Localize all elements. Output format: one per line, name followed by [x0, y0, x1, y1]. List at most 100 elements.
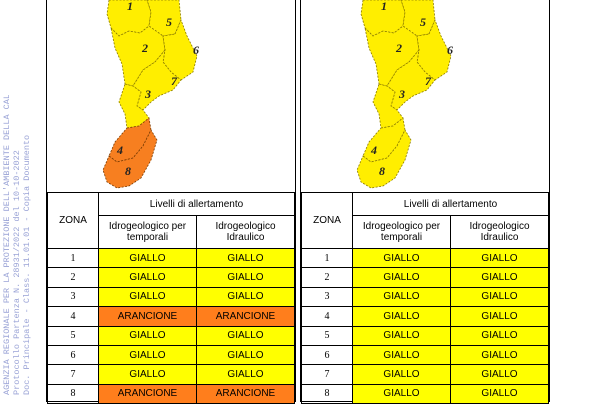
zone-label-3: 3 [399, 87, 405, 101]
table-row: 4 GIALLO GIALLO [301, 306, 549, 327]
temporali-cell: GIALLO [98, 344, 197, 366]
table-row: 2 GIALLO GIALLO [47, 267, 295, 288]
zona-cell: 1 [47, 247, 99, 269]
table-row: 8 GIALLO GIALLO [301, 383, 549, 404]
zona-cell: 7 [301, 364, 353, 385]
watermark-line: Doc. Principale - Class. 11.01.01 - Copi… [22, 134, 32, 395]
temporali-cell: GIALLO [98, 286, 197, 308]
zone-label-6: 6 [447, 43, 453, 57]
temporali-header: Idrogeologico per temporali [352, 215, 451, 249]
zone-label-5: 5 [166, 15, 172, 29]
protocol-watermark: AGENZIA REGIONALE PER LA PROTEZIONE DELL… [2, 95, 50, 395]
alert-panel-right: 1 5 2 6 7 3 4 8 ZONA Livelli di allertam… [300, 0, 550, 404]
calabria-map-right: 1 5 2 6 7 3 4 8 [301, 0, 549, 192]
temporali-cell: GIALLO [98, 325, 197, 346]
table-row: 4 ARANCIONE ARANCIONE [47, 306, 295, 327]
zona-cell: 2 [47, 267, 99, 288]
idraulico-cell: GIALLO [196, 364, 295, 385]
zone-label-2: 2 [142, 41, 148, 55]
temporali-cell: GIALLO [352, 383, 451, 404]
temporali-cell: GIALLO [352, 267, 451, 288]
watermark-line: AGENZIA REGIONALE PER LA PROTEZIONE DELL… [2, 95, 12, 395]
map-zone-5 [400, 0, 436, 37]
zona-cell: 1 [301, 247, 353, 269]
idraulico-cell: GIALLO [450, 344, 549, 366]
livelli-header: Livelli di allertamento [98, 192, 295, 216]
temporali-cell: GIALLO [352, 306, 451, 327]
alert-panel-left: 1 5 2 6 7 3 4 8 ZONA Livelli di allertam… [46, 0, 296, 404]
table-row: 3 GIALLO GIALLO [47, 286, 295, 308]
alert-table-left: ZONA Livelli di allertamento Idrogeologi… [47, 192, 295, 404]
zone-label-4: 4 [371, 143, 377, 157]
zona-cell: 8 [301, 383, 353, 404]
zone-label-8: 8 [379, 164, 385, 178]
temporali-cell: GIALLO [98, 267, 197, 288]
map-zone-4 [108, 117, 152, 163]
map-zone-7 [386, 48, 436, 111]
idraulico-cell: GIALLO [450, 286, 549, 308]
zone-label-7: 7 [425, 74, 431, 88]
zona-cell: 4 [47, 306, 99, 327]
zona-cell: 2 [301, 267, 353, 288]
zona-cell: 3 [301, 286, 353, 308]
map-zone-8 [102, 129, 158, 189]
temporali-cell: ARANCIONE [98, 383, 197, 404]
idraulico-cell: GIALLO [196, 286, 295, 308]
table-row: 7 GIALLO GIALLO [47, 364, 295, 385]
zona-cell: 6 [47, 344, 99, 366]
idraulico-cell: GIALLO [450, 325, 549, 346]
map-zone-5 [146, 0, 182, 37]
alert-table-right: ZONA Livelli di allertamento Idrogeologi… [301, 192, 549, 404]
zona-cell: 6 [301, 344, 353, 366]
table-row: 5 GIALLO GIALLO [47, 325, 295, 346]
calabria-map-left: 1 5 2 6 7 3 4 8 [47, 0, 295, 192]
zona-header: ZONA [47, 192, 99, 249]
table-row: 6 GIALLO GIALLO [301, 344, 549, 366]
temporali-cell: GIALLO [352, 344, 451, 366]
idraulico-cell: ARANCIONE [196, 383, 295, 404]
idraulico-header: Idrogeologico Idraulico [450, 215, 549, 249]
zona-cell: 3 [47, 286, 99, 308]
temporali-cell: GIALLO [98, 364, 197, 385]
zone-label-6: 6 [193, 43, 199, 57]
table-row: 1 GIALLO GIALLO [47, 247, 295, 269]
idraulico-cell: ARANCIONE [196, 306, 295, 327]
table-row: 1 GIALLO GIALLO [301, 247, 549, 269]
livelli-header: Livelli di allertamento [352, 192, 549, 216]
idraulico-cell: GIALLO [450, 364, 549, 385]
zona-cell: 4 [301, 306, 353, 327]
map-zone-7 [132, 48, 182, 111]
zona-cell: 5 [47, 325, 99, 346]
map-zone-4 [362, 117, 406, 163]
idraulico-cell: GIALLO [196, 247, 295, 269]
zone-label-1: 1 [127, 0, 133, 13]
idraulico-cell: GIALLO [196, 325, 295, 346]
zone-label-4: 4 [117, 143, 123, 157]
map-zone-8 [356, 129, 412, 189]
temporali-cell: GIALLO [98, 247, 197, 269]
temporali-cell: GIALLO [352, 247, 451, 269]
temporali-cell: GIALLO [352, 364, 451, 385]
zone-label-1: 1 [381, 0, 387, 13]
table-row: 8 ARANCIONE ARANCIONE [47, 383, 295, 404]
idraulico-header: Idrogeologico Idraulico [196, 215, 295, 249]
zone-label-8: 8 [125, 164, 131, 178]
zona-cell: 8 [47, 383, 99, 404]
idraulico-cell: GIALLO [450, 306, 549, 327]
temporali-cell: GIALLO [352, 286, 451, 308]
idraulico-cell: GIALLO [450, 383, 549, 404]
zona-cell: 7 [47, 364, 99, 385]
temporali-cell: GIALLO [352, 325, 451, 346]
table-row: 3 GIALLO GIALLO [301, 286, 549, 308]
idraulico-cell: GIALLO [450, 247, 549, 269]
zone-label-7: 7 [171, 74, 177, 88]
zona-header: ZONA [301, 192, 353, 249]
watermark-line: Protocollo Partenza N. 28931/2022 del 10… [12, 150, 22, 395]
zone-label-5: 5 [420, 15, 426, 29]
temporali-cell: ARANCIONE [98, 306, 197, 327]
temporali-header: Idrogeologico per temporali [98, 215, 197, 249]
table-row: 5 GIALLO GIALLO [301, 325, 549, 346]
zone-label-3: 3 [145, 87, 151, 101]
idraulico-cell: GIALLO [196, 267, 295, 288]
table-row: 7 GIALLO GIALLO [301, 364, 549, 385]
